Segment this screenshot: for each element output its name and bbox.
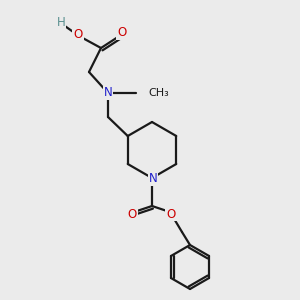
- Text: O: O: [167, 208, 176, 220]
- Text: N: N: [103, 86, 112, 100]
- Text: CH₃: CH₃: [148, 88, 169, 98]
- Text: N: N: [148, 172, 158, 185]
- Text: O: O: [74, 28, 82, 41]
- Text: O: O: [117, 26, 127, 40]
- Text: H: H: [57, 16, 65, 29]
- Text: O: O: [128, 208, 136, 220]
